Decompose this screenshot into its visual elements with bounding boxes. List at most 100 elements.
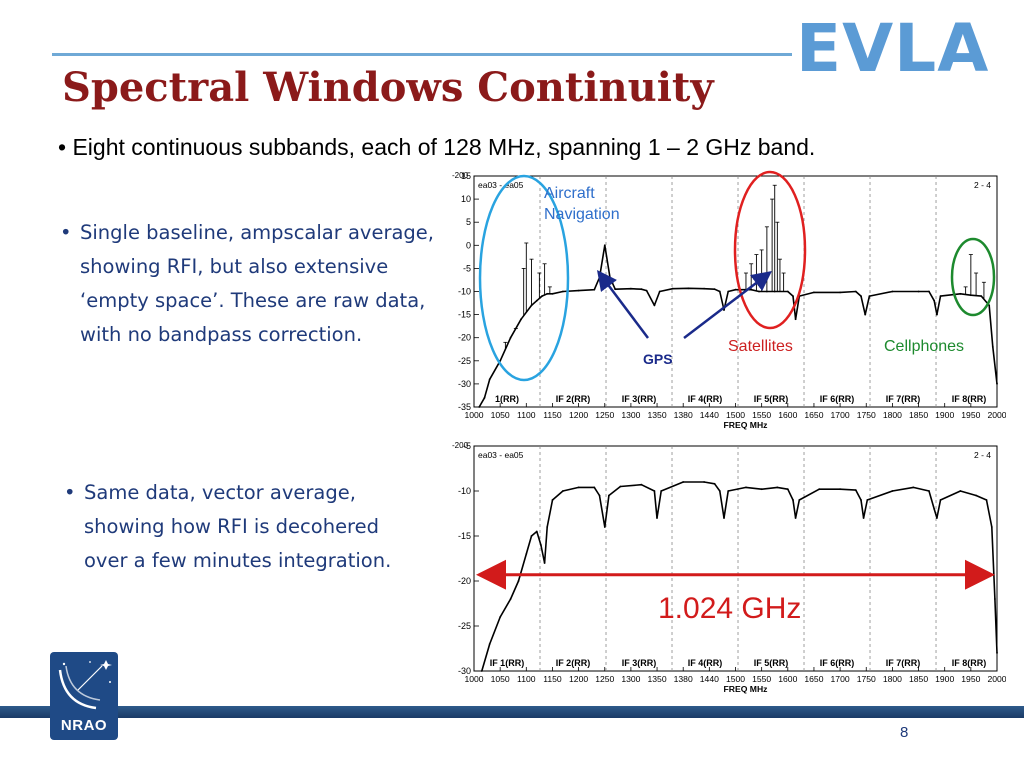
- spectrum-point: [609, 276, 611, 279]
- spectrum-point: [818, 488, 821, 491]
- spectrum-point: [839, 488, 841, 491]
- dish-icon: [58, 660, 112, 710]
- spectrum-point: [936, 517, 938, 519]
- x-tick-label: 1000: [464, 674, 483, 684]
- x-tick-label: 1300: [621, 410, 640, 420]
- spectrum-point: [656, 517, 658, 519]
- spectrum-point: [619, 485, 622, 488]
- if-label: IF 2(RR): [556, 658, 591, 668]
- ampscalar-plot: 15 10 5 0 -5 -10 -15 -20 -25 -30 -35 1000 1050 1100 11…: [438, 170, 1006, 438]
- x-tick-label: 1250: [595, 410, 614, 420]
- y-tick-label: -5: [463, 263, 471, 273]
- spectrum-point: [994, 598, 996, 600]
- x-axis-label: FREQ MHz: [724, 684, 768, 694]
- y-tick-label: -5: [463, 441, 471, 451]
- note-ampscalar: • Single baseline, ampscalar average, sh…: [60, 216, 440, 352]
- spectrum-point: [546, 526, 549, 528]
- spectrum-point: [562, 290, 564, 293]
- x-tick-label: 1500: [726, 674, 745, 684]
- spectrum-point: [959, 490, 962, 492]
- spectrum-point: [593, 288, 596, 291]
- x-tick-label: 1700: [831, 410, 850, 420]
- spectrum-point: [703, 287, 705, 290]
- spectrum-point: [530, 535, 533, 537]
- spectrum-point: [727, 490, 730, 492]
- spectrum-point: [760, 488, 763, 491]
- y-tick-label: 10: [461, 194, 471, 204]
- x-tick-label: 1150: [543, 410, 562, 420]
- y-tick-label: -30: [458, 379, 471, 389]
- spectrum-point: [488, 643, 491, 645]
- y-tick-label: -30: [458, 666, 471, 676]
- rfi-circle-cellphones: [950, 237, 996, 317]
- spectrum-point: [520, 318, 522, 321]
- x-tick-label: 1300: [621, 674, 640, 684]
- x-tick-label: 1650: [804, 674, 823, 684]
- spectrum-point: [928, 290, 930, 293]
- spectrum-point: [854, 290, 857, 293]
- header-rule: [52, 53, 792, 56]
- spectrum-point: [703, 481, 705, 483]
- spectrum-point: [653, 490, 656, 492]
- spectrum-point: [562, 490, 564, 492]
- x-tick-label: 1500: [726, 410, 745, 420]
- x-tick-label: 1550: [752, 674, 771, 684]
- polarization-label: 2 - 4: [974, 180, 991, 190]
- if-label: IF 3(RR): [622, 394, 657, 404]
- x-tick-label: 1200: [569, 674, 588, 684]
- spectrum-point: [546, 292, 549, 295]
- spectrum-point: [723, 517, 725, 519]
- slide-title: Spectral Windows Continuity: [62, 64, 714, 111]
- bandwidth-label: 1.024 GHz: [658, 592, 802, 625]
- spectrum-point: [776, 486, 779, 489]
- bullet-marker: •: [58, 134, 67, 160]
- if-label: IF 5(RR): [754, 394, 789, 404]
- spectrum-point: [734, 288, 737, 291]
- spectrum-point: [713, 288, 716, 291]
- spectrum-point: [658, 290, 661, 293]
- spectrum-point: [933, 508, 936, 510]
- spectrum-point: [478, 406, 481, 408]
- y-tick-label: -10: [458, 287, 471, 297]
- x-tick-label: 1750: [857, 674, 876, 684]
- spectrum-point: [854, 489, 857, 491]
- x-tick-label: 1800: [883, 410, 902, 420]
- spectrum-point: [939, 295, 942, 297]
- x-tick-label: 2000: [987, 410, 1006, 420]
- if-label: IF 3(RR): [622, 658, 657, 668]
- spectrum-point: [860, 499, 862, 501]
- footer-bar: [0, 706, 1024, 718]
- spectrum-point: [551, 292, 554, 295]
- spectrum-point: [891, 290, 894, 293]
- main-bullet: • Eight continuous subbands, each of 128…: [58, 134, 815, 161]
- if-label: 1(RR): [495, 394, 519, 404]
- y-tick-label: -15: [458, 310, 471, 320]
- spectrum-point: [758, 290, 760, 293]
- x-tick-label: 1600: [778, 410, 797, 420]
- bullet-marker: •: [64, 481, 76, 504]
- spectrum-point: [928, 490, 930, 492]
- spectrum-point: [936, 313, 938, 316]
- if-label: IF 8(RR): [952, 394, 987, 404]
- x-tick-label: 1950: [961, 674, 980, 684]
- spectrum-point: [794, 318, 797, 321]
- page-number: 8: [900, 724, 909, 741]
- x-tick-label: 1200: [569, 410, 588, 420]
- note-vector-text: Same data, vector average, showing how R…: [84, 481, 392, 572]
- spectrum-point: [645, 289, 648, 292]
- x-axis-label: FREQ MHz: [724, 420, 768, 430]
- y-top-label: -200: [452, 171, 469, 180]
- spectrum-point: [980, 295, 983, 297]
- nrao-logo: NRAO: [50, 652, 118, 740]
- x-tick-label: 1380: [674, 674, 693, 684]
- spectrum-point: [509, 598, 512, 600]
- spectrum-point: [939, 499, 942, 501]
- y-tick-label: -20: [458, 576, 471, 586]
- x-tick-label: 1440: [700, 410, 719, 420]
- spectrum-point: [792, 499, 794, 501]
- x-tick-label: 1350: [647, 410, 666, 420]
- x-tick-label: 1350: [647, 674, 666, 684]
- spectrum-point: [603, 244, 606, 247]
